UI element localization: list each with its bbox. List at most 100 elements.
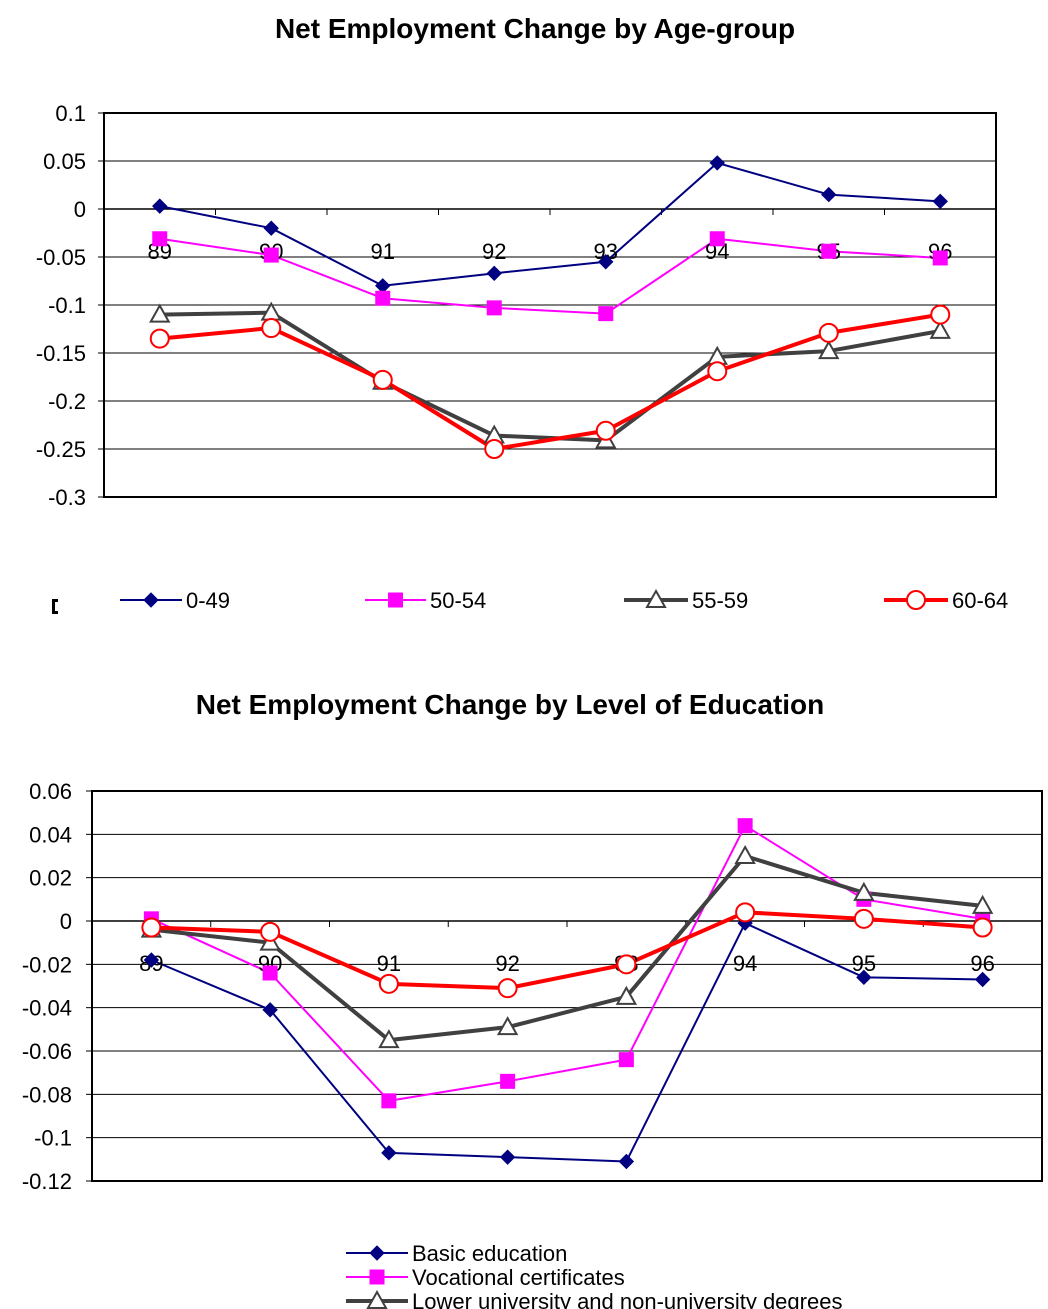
legend-key-partial (52, 611, 58, 614)
data-point (486, 265, 502, 282)
y-tick-label: 0 (60, 909, 72, 934)
legend-marker (906, 590, 926, 610)
data-point (375, 290, 391, 306)
y-tick-label: -0.12 (22, 1169, 72, 1194)
x-tick-label: 92 (482, 239, 506, 264)
data-point (143, 952, 160, 968)
legend-key-partial (52, 599, 58, 602)
data-point (618, 1153, 635, 1170)
data-point (615, 985, 638, 1005)
data-point (263, 247, 279, 263)
data-point (821, 186, 837, 203)
legend-marker (645, 588, 667, 608)
data-point (261, 318, 282, 339)
data-point (378, 973, 399, 994)
y-tick-label: 0.1 (55, 101, 86, 126)
data-point (598, 254, 614, 270)
series-line-1 (150, 922, 983, 1163)
y-tick-label: -0.2 (48, 389, 86, 414)
data-point (375, 278, 391, 294)
x-tick-label: 94 (733, 951, 757, 976)
data-point (381, 1093, 397, 1109)
y-tick-label: -0.1 (48, 293, 86, 318)
legend-label: 60-64 (952, 588, 1008, 613)
y-tick-label: 0.02 (29, 866, 72, 891)
y-tick-label: 0.05 (43, 149, 86, 174)
legend-label: 55-59 (692, 588, 748, 613)
data-point (149, 303, 171, 323)
chart-1: Net Employment Change by Age-group 0.1 0.0… (36, 13, 1008, 614)
legend-marker (366, 1289, 388, 1309)
legend-label: Basic education (412, 1241, 567, 1266)
data-point (484, 439, 505, 459)
data-point (853, 881, 875, 901)
series-line-3 (151, 854, 983, 1043)
data-point (707, 361, 728, 382)
data-point (618, 1052, 634, 1068)
data-point (141, 917, 162, 938)
data-point (152, 231, 168, 247)
data-point (152, 198, 168, 214)
legend-label: Lower university and non-university degr… (412, 1289, 842, 1309)
data-point (616, 954, 637, 975)
series-line-1 (159, 161, 941, 287)
x-tick-label: 91 (371, 239, 395, 264)
data-point (856, 969, 872, 986)
data-point (818, 322, 839, 343)
legend-marker (143, 592, 159, 608)
legend-label: 0-49 (186, 588, 230, 613)
chart-title: Net Employment Change by Age-group (275, 13, 795, 44)
data-point (972, 917, 993, 938)
y-tick-label: -0.08 (22, 1082, 72, 1107)
chart-2: Net Employment Change by Level of Educat… (22, 689, 1043, 1309)
data-point (496, 1016, 519, 1036)
data-point (262, 965, 278, 981)
y-tick-label: -0.15 (36, 341, 86, 366)
data-point (260, 921, 281, 942)
data-point (499, 1149, 516, 1165)
data-point (263, 220, 279, 236)
y-tick-label: 0 (74, 197, 86, 222)
legend-key-partial (52, 599, 55, 613)
data-point (971, 894, 994, 914)
y-tick-label: -0.04 (22, 996, 72, 1021)
data-point (932, 250, 948, 266)
data-point (932, 193, 948, 210)
data-point (734, 844, 756, 864)
series-line-4 (159, 312, 941, 451)
y-tick-label: -0.02 (22, 952, 72, 977)
y-tick-label: -0.1 (34, 1126, 72, 1151)
data-point (372, 369, 393, 390)
legend-label: 50-54 (430, 588, 486, 613)
legend-marker (369, 1269, 385, 1285)
x-tick-label: 92 (495, 951, 519, 976)
legend-label: Vocational certificates (412, 1265, 625, 1290)
legend: 0-49 50-54 55-59 60-64 (52, 588, 1008, 614)
data-point (497, 978, 518, 999)
data-point (709, 155, 725, 171)
data-point (378, 1029, 400, 1049)
y-tick-label: 0.06 (29, 779, 72, 804)
data-point (853, 908, 874, 929)
y-tick-label: -0.05 (36, 245, 86, 270)
data-point (381, 1145, 397, 1161)
plot-area (91, 790, 1043, 1182)
plot-area (103, 112, 997, 498)
data-point (486, 300, 502, 316)
y-tick-label: 0.04 (29, 822, 72, 847)
data-point (737, 818, 753, 834)
data-point (598, 306, 614, 322)
data-point (974, 971, 991, 988)
x-tick-label: 91 (377, 951, 401, 976)
data-point (500, 1073, 516, 1089)
y-tick-label: -0.25 (36, 437, 86, 462)
data-point (735, 902, 756, 923)
data-point (821, 243, 837, 259)
chart-title: Net Employment Change by Level of Educat… (196, 689, 825, 720)
y-tick-label: -0.3 (48, 485, 86, 510)
legend-marker (369, 1245, 385, 1261)
data-point (595, 420, 616, 441)
data-point (262, 1002, 278, 1018)
